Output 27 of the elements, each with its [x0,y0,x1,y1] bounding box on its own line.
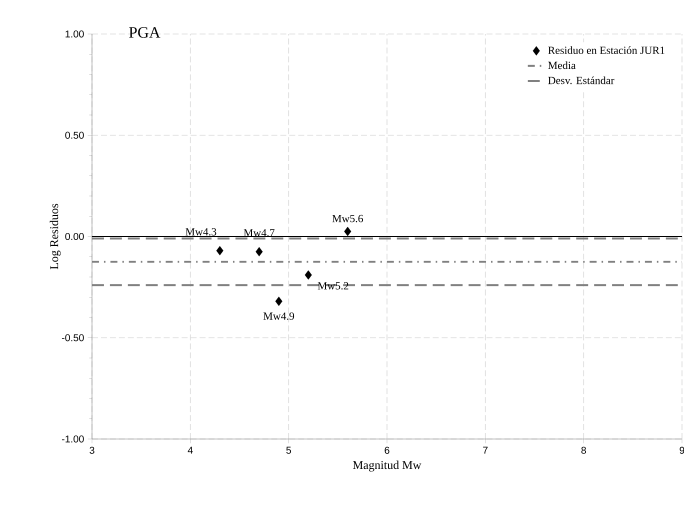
annotation: Mw5.6 [332,214,364,222]
x-tick-label: 6 [384,446,390,454]
x-axis-title: Magnitud Mw [352,460,422,472]
y-tick-label: 0.50 [65,132,84,139]
x-tick-label: 3 [90,446,94,454]
chart-title: PGA [129,27,160,38]
x-tick-label: 7 [483,446,488,454]
y-tick-label: -1.00 [62,435,84,443]
x-tick-label: 5 [286,446,292,454]
legend-label: Media [548,61,576,70]
x-tick-label: 8 [581,446,586,454]
point [275,296,282,306]
point [344,226,352,236]
point [216,246,224,256]
y-tick-label: 1.00 [66,30,84,38]
y-tick-label: -0.50 [62,334,84,342]
point [304,270,312,280]
y-axis-title: Log Residuos [50,204,61,270]
x-tick-label: 4 [188,446,193,454]
annotation: Mw5.2 [318,282,348,290]
point [256,247,263,256]
y-tick-label: 0.00 [65,232,84,240]
legend-label: Desv. Estándar [548,76,614,84]
annotation: Mw4.3 [186,228,216,236]
annotation: Mw4.9 [263,312,294,320]
legend-label: Residuo en Estación JUR1 [548,46,664,54]
x-tick-label: 9 [680,446,684,454]
